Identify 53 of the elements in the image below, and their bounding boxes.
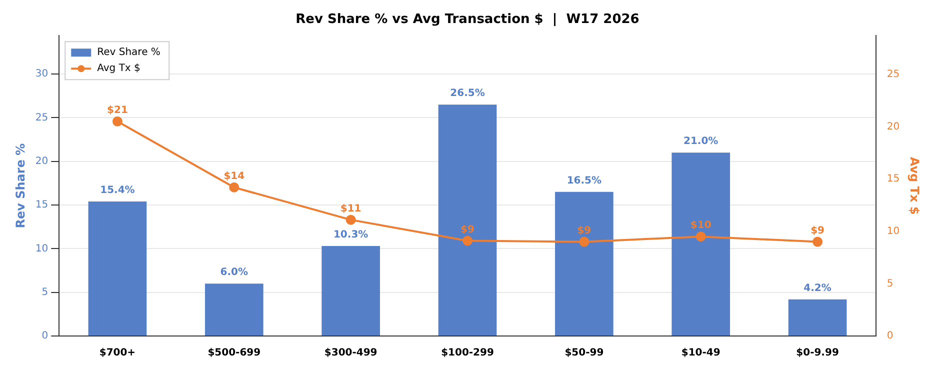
y-axis-title: Rev Share %	[13, 143, 28, 228]
data-label: 6.0%	[220, 267, 248, 278]
data-label: 10.3%	[333, 230, 368, 241]
point	[812, 236, 823, 247]
x-tick-label: $50-99	[564, 348, 604, 359]
y2-tick-label: 15	[886, 174, 900, 185]
x-tick-label: $700+	[99, 348, 136, 359]
y2-tick-label: 10	[886, 226, 900, 237]
point	[112, 116, 122, 126]
chart-title: Rev Share % vs Avg Transaction $ | W17 2026	[296, 12, 640, 28]
y-tick-label: 15	[35, 200, 48, 211]
data-label: 4.2%	[804, 282, 832, 294]
y2-tick-label: 0	[886, 330, 894, 342]
data-label: $11	[340, 203, 362, 214]
y-tick-label: 25	[35, 112, 48, 124]
data-label: $10	[690, 220, 712, 232]
y-tick-label: 5	[42, 286, 48, 298]
y-tick-label: 0	[42, 330, 48, 342]
y2-tick-label: 20	[886, 121, 900, 132]
x-tick-label: $300-499	[324, 348, 378, 359]
y-tick-label: 30	[35, 68, 48, 80]
point	[462, 236, 472, 246]
x-tick-label: $0-9.99	[796, 348, 839, 359]
data-label: 15.4%	[100, 185, 135, 196]
bar	[322, 246, 380, 336]
point	[696, 232, 706, 242]
bar	[672, 152, 730, 336]
data-label: $9	[460, 224, 474, 236]
y2-tick-label: 25	[886, 68, 900, 80]
data-label: $9	[810, 225, 825, 236]
data-label: $9	[577, 225, 592, 236]
point	[229, 182, 240, 192]
bar	[438, 104, 497, 336]
legend-label: Avg Tx $	[97, 63, 140, 74]
bar	[88, 202, 147, 336]
bar	[204, 284, 264, 336]
data-label: 21.0%	[684, 136, 718, 148]
x-tick-label: $100-299	[441, 348, 494, 359]
point	[579, 236, 590, 247]
y2-tick-label: 5	[886, 278, 894, 290]
legend-label: Rev Share %	[97, 47, 160, 58]
y-tick-label: 20	[35, 156, 48, 167]
data-label: $21	[107, 105, 128, 116]
y-tick-label: 10	[35, 243, 48, 254]
point	[346, 214, 356, 225]
x-tick-label: $500-699	[208, 348, 261, 359]
y2-axis-title: Avg Tx $	[908, 156, 922, 215]
data-label: 26.5%	[450, 88, 485, 100]
bar	[788, 299, 847, 336]
data-label: 16.5%	[566, 176, 602, 187]
bar	[555, 192, 614, 336]
x-tick-label: $10-49	[681, 348, 720, 359]
data-label: $14	[224, 170, 245, 182]
